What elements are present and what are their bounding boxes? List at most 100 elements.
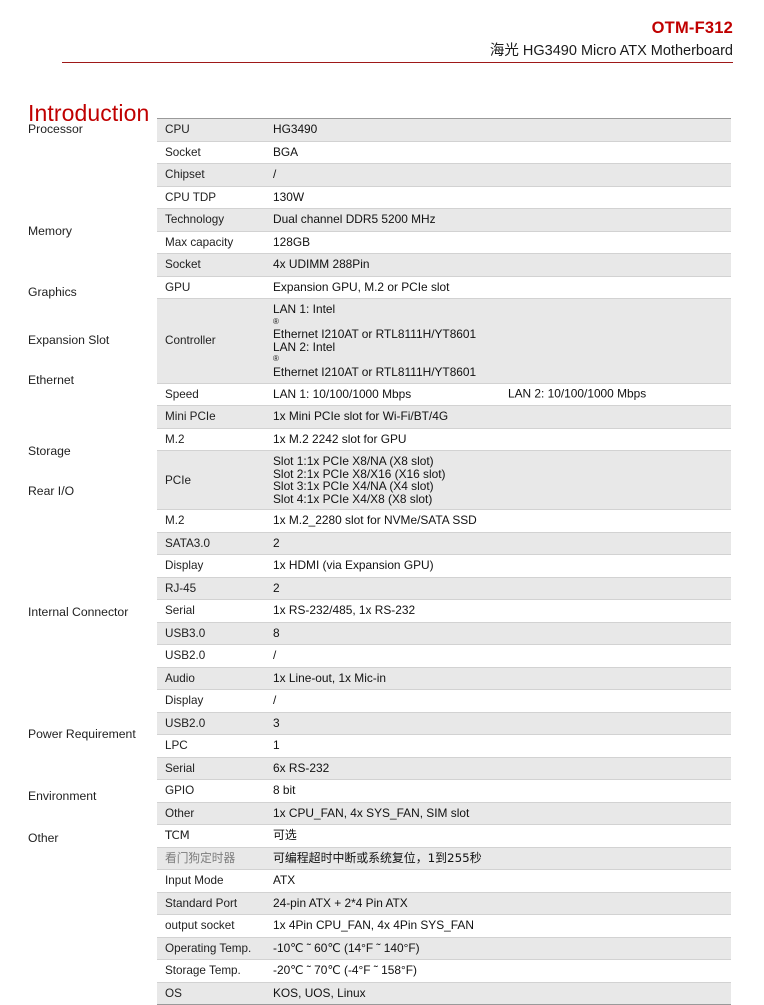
row-value: 130W	[272, 187, 731, 209]
row-key: Controller	[165, 334, 216, 348]
table-row: RJ-45 2	[157, 577, 731, 601]
row-value-text: 1x CPU_FAN, 4x SYS_FAN, SIM slot	[273, 805, 470, 820]
table-row: OS KOS, UOS, Linux	[157, 982, 731, 1005]
table-row: M.2 1x M.2_2280 slot for NVMe/SATA SSD	[157, 510, 731, 533]
table-row: GPIO 8 bit	[157, 780, 731, 803]
row-value-text: 8 bit	[273, 783, 296, 798]
row-key: USB2.0	[165, 649, 206, 663]
row-value-line: Slot 4:1x PCIe X4/X8 (X8 slot)	[273, 491, 433, 506]
row-value-text: 2	[273, 535, 280, 550]
row-key: Socket	[165, 145, 201, 159]
row-value: 可编程超时中断或系统复位，1到255秒	[272, 848, 731, 870]
category-label: Ethernet	[28, 373, 75, 387]
row-value: 1	[272, 735, 731, 757]
row-value-secondary: LAN 2: 10/100/1000 Mbps	[508, 386, 647, 401]
table-row: Chipset /	[157, 164, 731, 187]
table-row: Max capacity 128GB	[157, 231, 731, 254]
category-label: Internal Connector	[28, 605, 129, 619]
table-row: Input Mode ATX	[157, 870, 731, 893]
document-code: OTM-F312	[651, 19, 733, 37]
table-row: USB2.0 /	[157, 645, 731, 668]
row-value-text: LAN 1: 10/100/1000 Mbps	[273, 386, 412, 401]
table-row: GPU Expansion GPU, M.2 or PCIe slot	[157, 276, 731, 299]
row-key: RJ-45	[165, 581, 197, 595]
row-key: Input Mode	[165, 874, 224, 888]
table-row: 看门狗定时器 可编程超时中断或系统复位，1到255秒	[157, 847, 731, 871]
specification-section: Processor Memory Graphics Expansion Slot Eth…	[28, 118, 734, 1005]
row-value: KOS, UOS, Linux	[272, 983, 731, 1005]
document-subtitle: 海光 HG3490 Micro ATX Motherboard	[489, 43, 733, 59]
table-row: SATA3.0 2	[157, 532, 731, 556]
row-key: PCIe	[165, 473, 191, 487]
specification-table: CPU HG3490 Socket BGA Chipset / CPU TDP 130W Tec…	[157, 118, 731, 1005]
row-value-text: 6x RS-232	[273, 760, 330, 775]
row-value: 8	[272, 623, 731, 645]
row-value-text: /	[273, 648, 277, 663]
row-value: /	[272, 690, 731, 712]
row-key: CPU TDP	[165, 190, 217, 204]
row-value: 1x RS-232/485, 1x RS-232	[272, 600, 731, 622]
row-value-text: -10℃ ˜ 60℃ (14°F ˜ 140°F)	[273, 940, 420, 955]
row-value-line: Slot 3:1x PCIe X4/NA (X4 slot)	[273, 479, 434, 494]
page-title: Introduction	[28, 100, 150, 127]
row-value-line: Slot 1:1x PCIe X8/NA (X8 slot)	[273, 454, 434, 469]
row-key: USB2.0	[165, 716, 206, 730]
row-value-text: 128GB	[273, 234, 311, 249]
row-key: M.2	[165, 514, 185, 528]
row-value: 2	[272, 533, 731, 555]
row-value-text: 1x Line-out, 1x Mic-in	[273, 670, 387, 685]
row-value-text: 130W	[273, 189, 305, 204]
row-value: Expansion GPU, M.2 or PCIe slot	[272, 277, 731, 299]
row-key: Display	[165, 559, 204, 573]
category-label: Environment	[28, 789, 97, 803]
row-value-text: BGA	[273, 144, 299, 159]
row-value-text: 1x M.2_2280 slot for NVMe/SATA SSD	[273, 513, 477, 528]
row-value-text: 1x HDMI (via Expansion GPU)	[273, 558, 434, 573]
row-key: LPC	[165, 739, 188, 753]
row-value-text: 1x M.2 2242 slot for GPU	[273, 431, 407, 446]
table-row: CPU HG3490	[157, 119, 731, 142]
table-row: Speed LAN 1: 10/100/1000 Mbps LAN 2: 10/10…	[157, 383, 731, 407]
table-row: Storage Temp. -20℃ ˜ 70℃ (-4°F ˜ 158°F)	[157, 960, 731, 983]
row-key: Serial	[165, 761, 195, 775]
row-value-text: 4x UDIMM 288Pin	[273, 257, 370, 271]
table-row: Standard Port 24-pin ATX + 2*4 Pin ATX	[157, 892, 731, 916]
row-value: 1x Mini PCIe slot for Wi-Fi/BT/4G	[272, 406, 731, 428]
row-value-text: /	[273, 167, 277, 181]
category-label: Other	[28, 831, 59, 845]
row-value: LAN 1: 10/100/1000 Mbps LAN 2: 10/100/100…	[272, 384, 731, 406]
table-row: LPC 1	[157, 735, 731, 758]
row-value-text: KOS, UOS, Linux	[273, 985, 366, 1000]
table-row: M.2 1x M.2 2242 slot for GPU	[157, 428, 731, 452]
category-label: Graphics	[28, 285, 77, 299]
row-value: /	[272, 164, 731, 186]
row-key: TCM	[165, 828, 190, 843]
table-row: Serial 1x RS-232/485, 1x RS-232	[157, 600, 731, 623]
row-value-text: 1	[273, 738, 280, 753]
row-value: 24-pin ATX + 2*4 Pin ATX	[272, 893, 731, 915]
row-value-line: Slot 2:1x PCIe X8/X16 (X16 slot)	[273, 466, 446, 481]
category-label: Processor	[28, 122, 83, 136]
row-value-text: 24-pin ATX + 2*4 Pin ATX	[273, 895, 408, 910]
row-value: 1x Line-out, 1x Mic-in	[272, 668, 731, 690]
table-row: PCIe Slot 1:1x PCIe X8/NA (X8 slot) Slot 2…	[157, 451, 731, 511]
table-row: Display /	[157, 690, 731, 713]
header-divider	[62, 62, 733, 63]
table-row: Display 1x HDMI (via Expansion GPU)	[157, 555, 731, 578]
row-value: 1x HDMI (via Expansion GPU)	[272, 555, 731, 577]
row-value-text: Expansion GPU, M.2 or PCIe slot	[273, 279, 450, 294]
row-value-text: 2	[273, 580, 280, 595]
table-row: USB3.0 8	[157, 622, 731, 646]
table-row: CPU TDP 130W	[157, 186, 731, 209]
category-label: Rear I/O	[28, 484, 75, 498]
row-key: M.2	[165, 432, 185, 446]
row-value-text: 可选	[273, 828, 297, 843]
row-value-line: LAN 2: Intel ® Ethernet I210AT or RTL8111…	[273, 339, 477, 379]
row-value: 1x M.2 2242 slot for GPU	[272, 429, 731, 451]
row-value-text: 1x RS-232/485, 1x RS-232	[273, 603, 416, 618]
row-value: 2	[272, 578, 731, 600]
row-value: /	[272, 645, 731, 667]
row-value: Dual channel DDR5 5200 MHz	[272, 209, 731, 231]
row-key: Operating Temp.	[165, 941, 252, 955]
row-key: Max capacity	[165, 235, 234, 249]
